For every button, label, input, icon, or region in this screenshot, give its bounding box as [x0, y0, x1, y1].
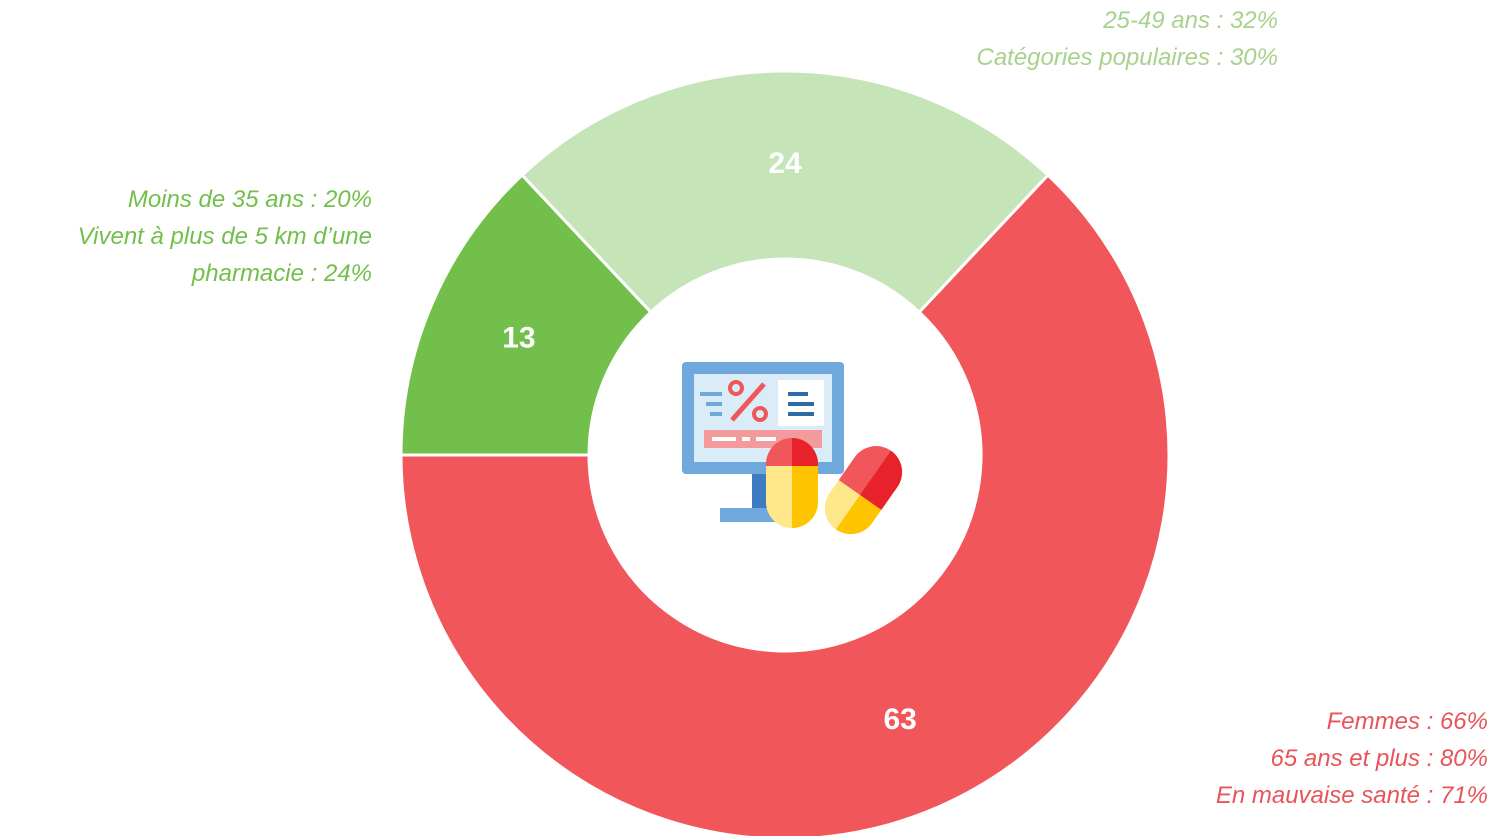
annotation-line: Moins de 35 ans : 20% — [127, 186, 372, 213]
slice — [399, 172, 1171, 836]
center-icon — [682, 362, 903, 535]
annotation-line: En mauvaise santé : 71% — [1215, 782, 1488, 809]
annotation-line: Catégories populaires : 30% — [976, 44, 1278, 71]
annotation-line: Femmes : 66% — [1326, 708, 1488, 735]
slices — [399, 69, 1171, 836]
annotation-line: 65 ans et plus : 80% — [1270, 745, 1488, 772]
value-label: 24 — [768, 147, 802, 180]
slice — [399, 172, 653, 457]
annotation-line: Vivent à plus de 5 km d’une pharmacie : … — [77, 223, 372, 287]
annotation: 25-49 ans : 32% Catégories populaires : 3… — [858, 2, 1278, 76]
annotation: Femmes : 66% 65 ans et plus : 80% En mauva… — [1088, 703, 1488, 814]
annotation: Moins de 35 ans : 20% Vivent à plus de 5 … — [0, 181, 372, 292]
annotation-line: 25-49 ans : 32% — [1103, 7, 1278, 34]
value-label: 63 — [883, 703, 916, 736]
slice — [520, 69, 1050, 315]
value-label: 13 — [502, 322, 535, 355]
